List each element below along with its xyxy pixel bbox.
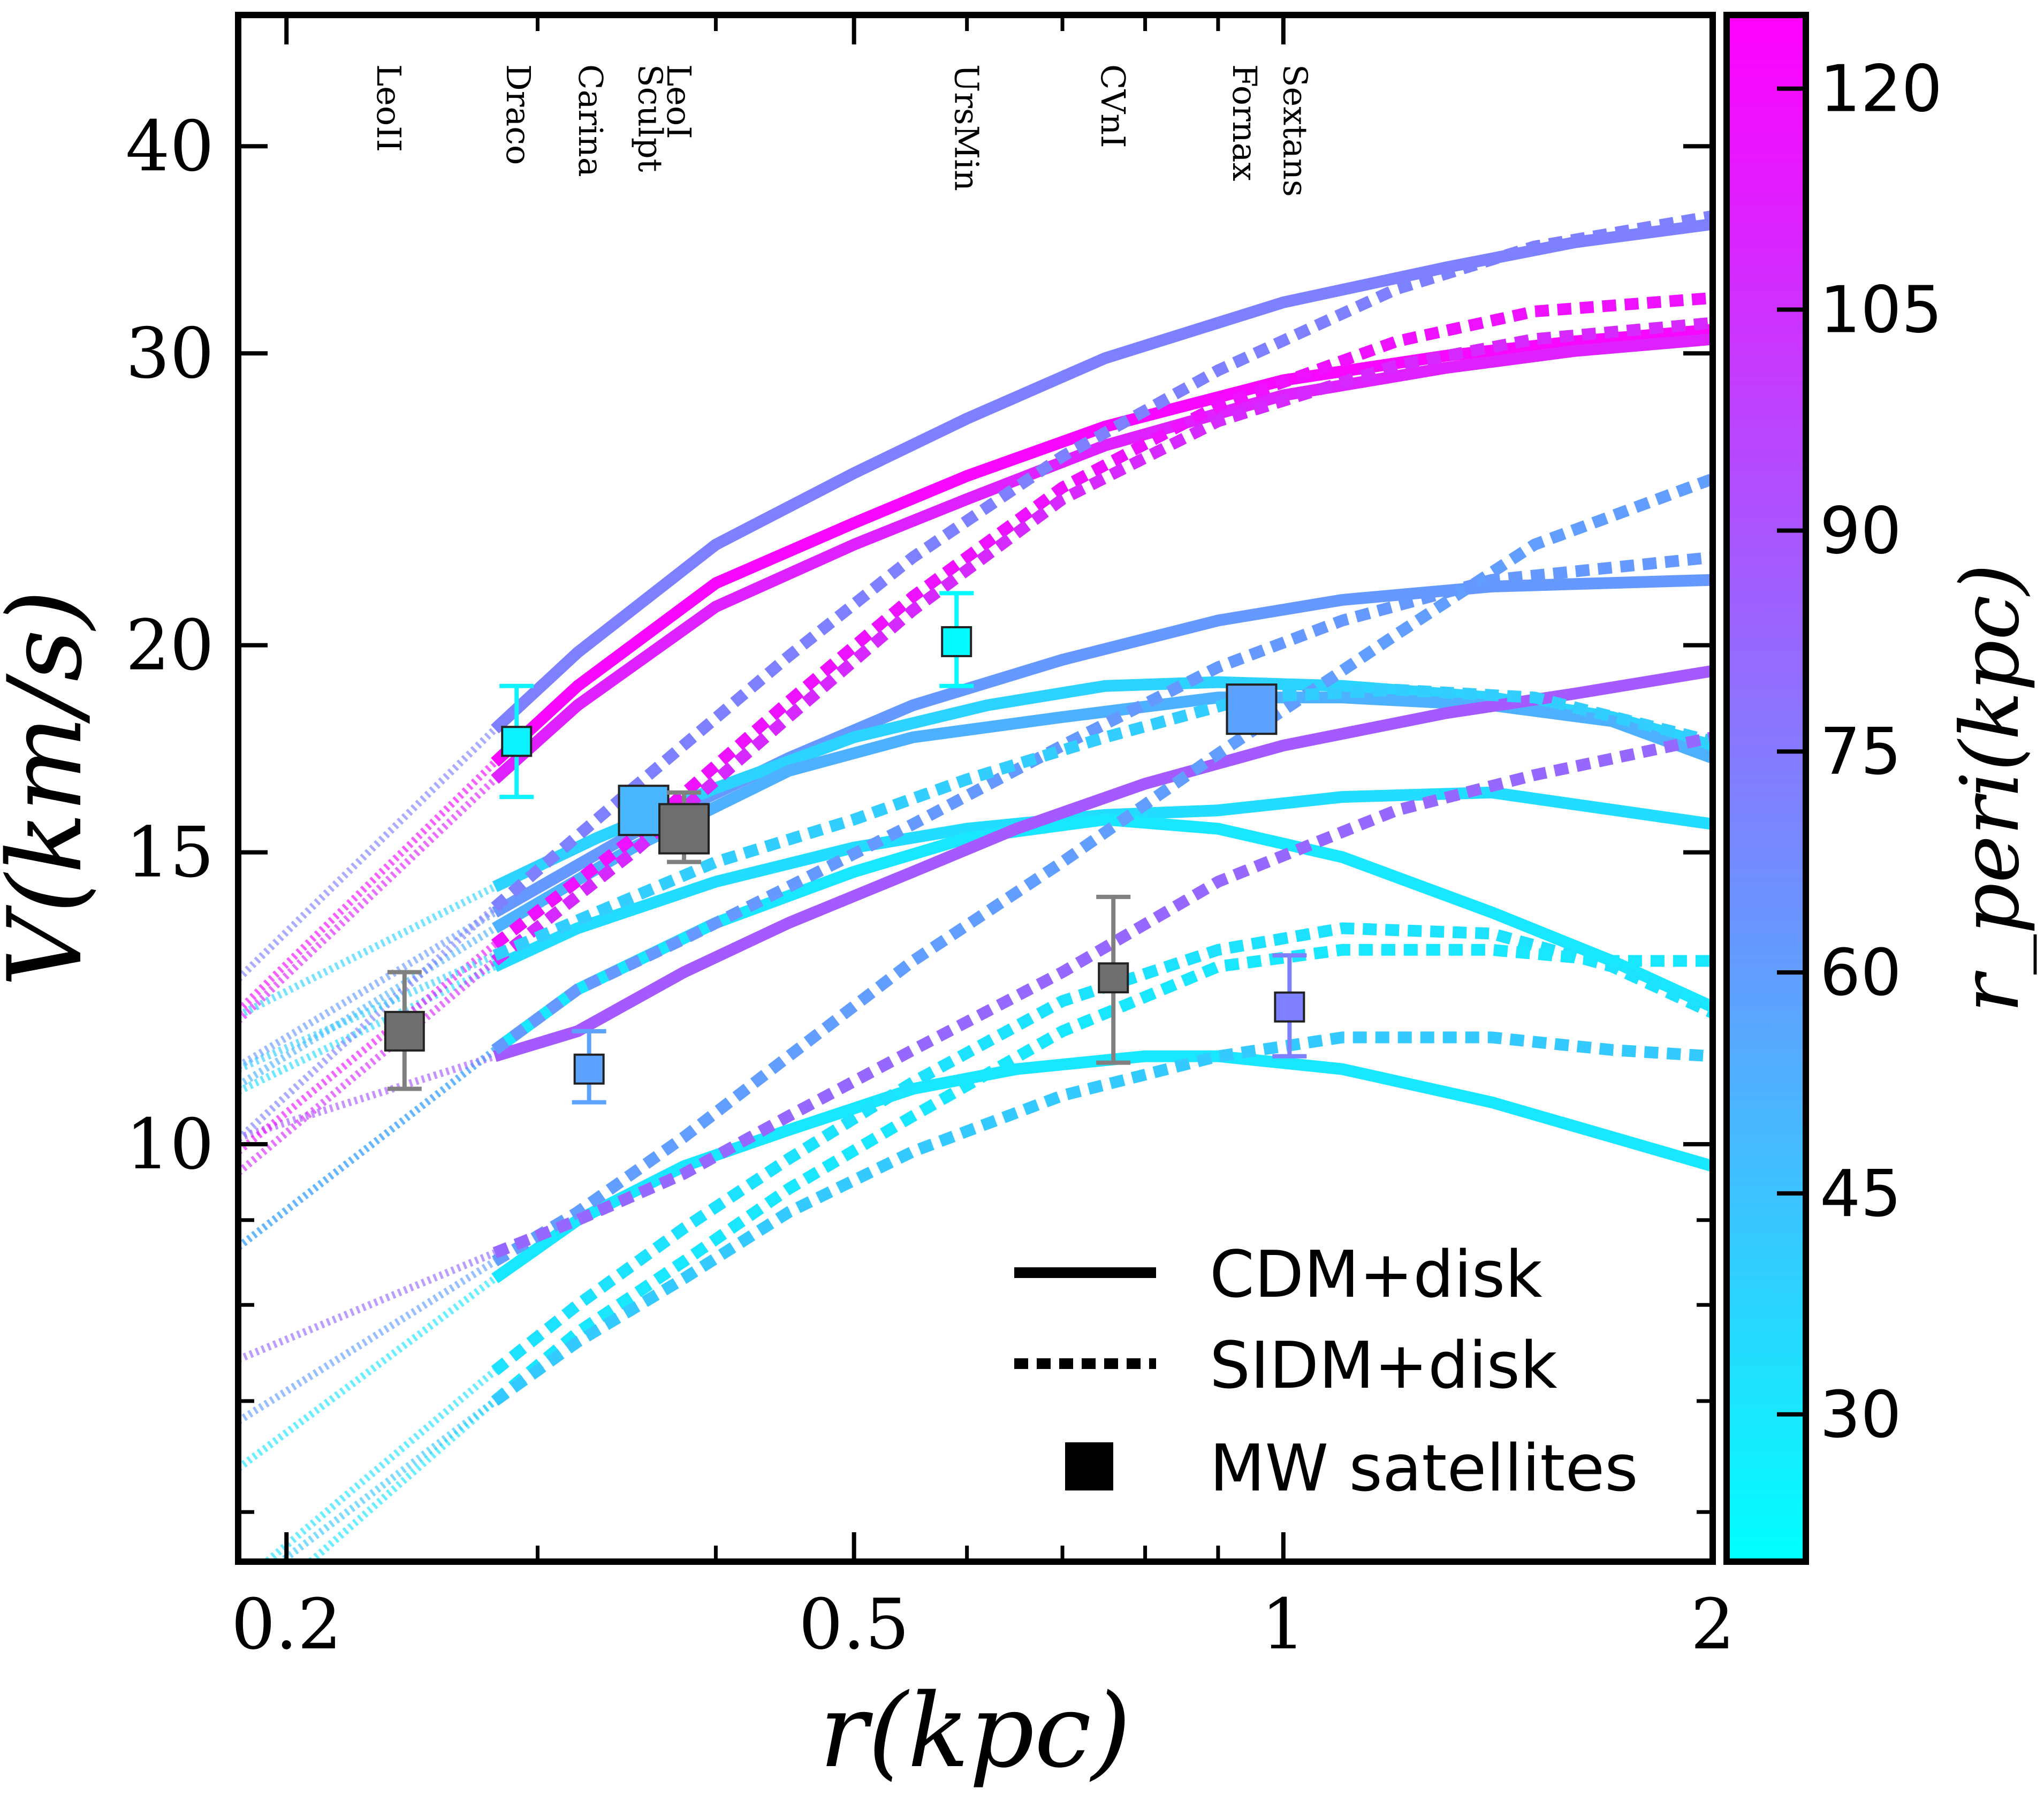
extrapolation-line-5 [238, 925, 497, 1089]
extrapolation-line-17 [261, 1368, 498, 1562]
legend-label-1: SIDM+disk [1210, 1329, 1557, 1403]
satellite-label-Draco: Draco [499, 64, 538, 165]
x-axis-label: r(kpc) [819, 1672, 1131, 1790]
sidm-curve-14 [491, 551, 1713, 1055]
colorbar-tick-label-6: 120 [1820, 52, 1942, 127]
cdm-curve-2 [491, 333, 1713, 784]
sidm-curve-11 [491, 292, 1713, 949]
extrapolation-line-9 [238, 1275, 497, 1472]
satellite-label-LeoII: LeoII [369, 64, 408, 152]
satellite-label-CVnI: CVnI [1093, 64, 1133, 148]
velocity-curves [491, 210, 1713, 1406]
extrapolation-line-19 [275, 1398, 497, 1562]
colorbar-tick-label-0: 30 [1820, 1378, 1902, 1452]
colorbar-label: r_peri(kpc) [1944, 564, 2037, 1013]
sidm-curve-12 [491, 317, 1713, 966]
satellite-marker-Sextans [1274, 991, 1305, 1023]
sidm-curve-18 [491, 944, 1713, 1406]
extrapolation-line-1 [238, 759, 498, 1014]
colorbar-axis: 30 45 60 75 90 105 120 [1777, 52, 1942, 1452]
x-tick-label-2: 1 [1261, 1584, 1305, 1665]
sidm-curve-16 [492, 731, 1713, 1259]
satellite-label-Sculpt: Sculpt [630, 64, 670, 172]
extrapolation-line-12 [238, 958, 498, 1176]
sidm-curve-17 [491, 922, 1713, 1376]
y-axis-label: V(km/s) [0, 590, 104, 987]
extrapolation-line-16 [238, 1249, 497, 1363]
colorbar-tick-label-1: 45 [1820, 1157, 1902, 1231]
colorbar-tick-label-2: 60 [1820, 936, 1902, 1010]
satellite-marker-Draco [501, 726, 533, 757]
x-tick-label-1: 0.5 [799, 1584, 909, 1665]
extrapolation-line-18 [305, 1398, 498, 1562]
satellite-marker-UrsMin [941, 626, 972, 657]
satellite-label-Carina: Carina [571, 64, 610, 177]
colorbar-tick-label-4: 90 [1820, 494, 1902, 568]
cdm-curve-8 [493, 665, 1713, 1062]
satellite-label-LeoI: LeoI [659, 64, 698, 139]
colorbar-tick-label-3: 75 [1820, 715, 1902, 789]
colorbar [1723, 12, 1809, 1565]
y-axis: 10 15 20 30 40 [126, 105, 1713, 1514]
legend: CDM+disk SIDM+disk MW satellites [1014, 1238, 1638, 1506]
extrapolation-line-8 [238, 1052, 496, 1142]
legend-label-0: CDM+disk [1210, 1238, 1543, 1312]
satellite-marker-Fornax [1226, 683, 1278, 735]
satellite-marker-LeoI [658, 803, 710, 855]
x-tick-label-0: 0.2 [231, 1584, 342, 1665]
extrapolation-line-14 [238, 1047, 497, 1250]
satellite-marker-CVnI [1098, 962, 1129, 994]
y-tick-label-1: 15 [126, 812, 214, 893]
cdm-curve-1 [491, 324, 1713, 767]
satellite-marker-LeoII [384, 1010, 425, 1052]
extrapolation-line-4 [238, 883, 497, 1019]
extrapolation-line-6 [238, 963, 497, 1095]
satellite-marker-Carina [573, 1053, 605, 1085]
sidm-curve-19 [491, 1031, 1713, 1406]
sidm-curve-15 [492, 683, 1713, 961]
extrapolation-line-13 [238, 1258, 497, 1425]
plot-frame [235, 12, 1716, 1565]
satellite-label-Fornax: Fornax [1225, 64, 1264, 181]
mw-satellite-points [384, 591, 1307, 1105]
x-tick-label-3: 2 [1691, 1584, 1735, 1665]
legend-label-2: MW satellites [1210, 1432, 1638, 1506]
y-tick-label-3: 30 [126, 313, 214, 394]
y-tick-label-4: 40 [126, 105, 214, 187]
colorbar-tick-label-5: 105 [1820, 273, 1942, 347]
legend-swatch-square [1065, 1442, 1113, 1490]
y-tick-label-0: 10 [126, 1104, 214, 1185]
extrapolation-line-15 [238, 952, 497, 1073]
extrapolation-line-0 [238, 726, 498, 982]
y-tick-label-2: 20 [126, 605, 214, 686]
satellite-label-Sextans: Sextans [1276, 64, 1315, 197]
sidm-curve-13 [491, 473, 1713, 1267]
extrapolation-line-3 [238, 909, 497, 1070]
inner-extrapolation-lines [238, 726, 498, 1562]
satellite-label-UrsMin: UrsMin [947, 64, 986, 191]
x-axis: 0.2 0.5 1 2 [231, 15, 1735, 1665]
extrapolation-line-2 [238, 777, 498, 1024]
sidm-curve-10 [491, 210, 1713, 912]
